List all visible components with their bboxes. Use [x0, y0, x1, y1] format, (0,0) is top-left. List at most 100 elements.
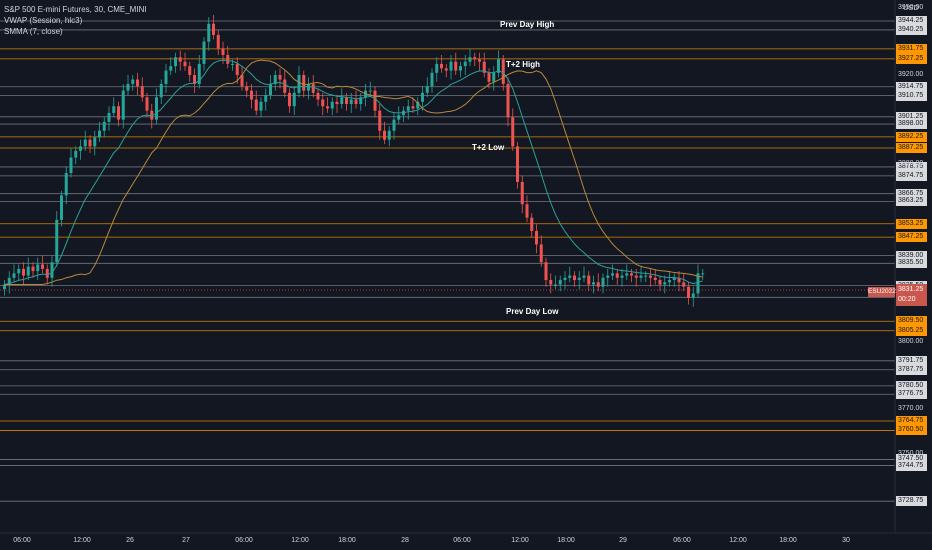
candle[interactable]	[326, 106, 329, 109]
candle[interactable]	[26, 266, 30, 276]
candle[interactable]	[696, 273, 700, 294]
candle[interactable]	[449, 61, 453, 71]
candle[interactable]	[155, 97, 158, 120]
candle[interactable]	[482, 61, 486, 73]
candle[interactable]	[197, 63, 201, 84]
candle[interactable]	[587, 275, 591, 285]
candle[interactable]	[188, 66, 192, 76]
candle[interactable]	[102, 121, 106, 131]
candle[interactable]	[416, 101, 420, 109]
candle[interactable]	[520, 181, 524, 205]
candle[interactable]	[682, 282, 686, 287]
candle[interactable]	[634, 275, 638, 278]
candle[interactable]	[501, 59, 505, 84]
candle[interactable]	[202, 41, 206, 64]
candle[interactable]	[378, 110, 382, 131]
candle[interactable]	[69, 157, 73, 174]
candle[interactable]	[492, 72, 496, 82]
candle[interactable]	[126, 83, 130, 91]
candle[interactable]	[596, 282, 600, 287]
candle[interactable]	[250, 90, 253, 100]
candle[interactable]	[60, 195, 63, 220]
candle[interactable]	[302, 75, 306, 91]
candle[interactable]	[288, 92, 291, 107]
candle[interactable]	[687, 286, 690, 298]
candle[interactable]	[516, 146, 519, 182]
candle[interactable]	[7, 277, 11, 285]
candle[interactable]	[691, 293, 695, 298]
candle[interactable]	[444, 68, 448, 71]
candle[interactable]	[235, 63, 239, 76]
candle[interactable]	[397, 115, 401, 120]
candle[interactable]	[606, 275, 610, 278]
candle[interactable]	[558, 280, 562, 285]
candle[interactable]	[577, 277, 581, 281]
candle[interactable]	[22, 268, 25, 276]
candle[interactable]	[354, 99, 358, 105]
candle[interactable]	[625, 273, 629, 276]
candle[interactable]	[554, 284, 557, 286]
candle[interactable]	[459, 66, 462, 71]
candle[interactable]	[672, 277, 676, 281]
candle[interactable]	[112, 106, 116, 113]
candle[interactable]	[74, 150, 78, 158]
candle[interactable]	[335, 101, 339, 105]
candle[interactable]	[649, 275, 652, 278]
candle[interactable]	[440, 63, 443, 69]
candle[interactable]	[668, 280, 671, 283]
candle[interactable]	[630, 273, 633, 276]
candle[interactable]	[663, 282, 667, 285]
candle[interactable]	[292, 92, 296, 107]
candle[interactable]	[530, 217, 534, 232]
candle[interactable]	[525, 204, 529, 218]
candle[interactable]	[497, 59, 500, 73]
candle[interactable]	[349, 99, 353, 105]
candle[interactable]	[387, 130, 391, 140]
candle[interactable]	[264, 95, 268, 102]
vwap-legend[interactable]: VWAP (Session, hlc3)	[4, 16, 83, 25]
candle[interactable]	[425, 86, 429, 93]
candle[interactable]	[93, 137, 97, 147]
candle[interactable]	[330, 101, 334, 109]
candle[interactable]	[36, 264, 40, 272]
candle[interactable]	[539, 244, 543, 263]
candle[interactable]	[121, 90, 125, 120]
candle[interactable]	[79, 146, 82, 151]
candle[interactable]	[506, 83, 510, 118]
candle[interactable]	[164, 70, 168, 84]
candle[interactable]	[701, 273, 705, 275]
candle[interactable]	[454, 61, 458, 71]
smma-legend[interactable]: SMMA (7, close)	[4, 27, 63, 36]
candle[interactable]	[383, 130, 386, 140]
candle[interactable]	[658, 280, 662, 285]
candle[interactable]	[131, 79, 135, 84]
candle[interactable]	[478, 59, 481, 62]
candle[interactable]	[12, 273, 16, 278]
candle[interactable]	[145, 97, 149, 111]
candle[interactable]	[345, 97, 348, 105]
candle[interactable]	[226, 54, 230, 64]
candle[interactable]	[245, 86, 249, 91]
candle[interactable]	[193, 75, 196, 84]
candle[interactable]	[83, 139, 87, 147]
candle[interactable]	[601, 277, 605, 287]
candle[interactable]	[50, 262, 54, 278]
candle[interactable]	[45, 268, 49, 278]
candle[interactable]	[487, 72, 491, 82]
candle[interactable]	[183, 61, 187, 67]
candle[interactable]	[88, 139, 92, 147]
candle[interactable]	[321, 99, 325, 107]
candle[interactable]	[340, 97, 344, 105]
candle[interactable]	[41, 264, 44, 269]
candle[interactable]	[178, 57, 182, 62]
candle[interactable]	[611, 273, 614, 276]
candle[interactable]	[159, 83, 163, 98]
candle[interactable]	[316, 92, 320, 100]
candle[interactable]	[136, 79, 139, 87]
candle[interactable]	[212, 23, 215, 35]
candle[interactable]	[463, 61, 467, 67]
candle[interactable]	[150, 110, 154, 120]
candle[interactable]	[421, 92, 424, 102]
candle[interactable]	[359, 97, 363, 105]
candle[interactable]	[31, 266, 35, 272]
